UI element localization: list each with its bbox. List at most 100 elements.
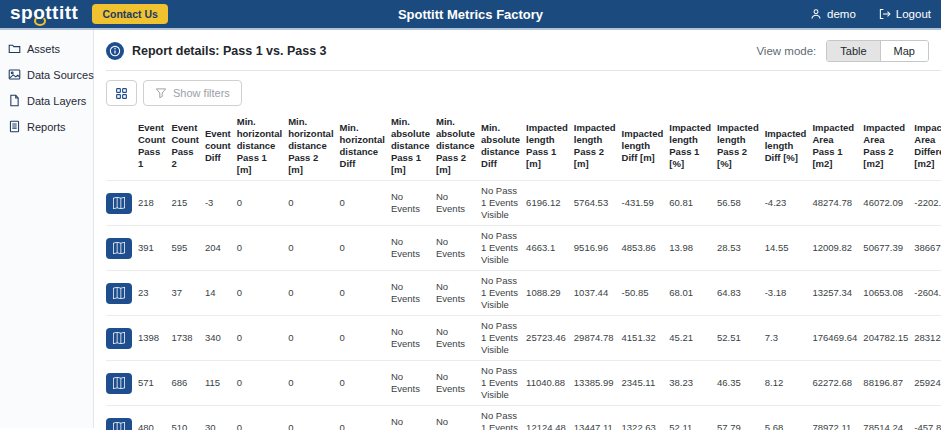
logout-icon bbox=[878, 8, 891, 20]
table-cell: 37 bbox=[171, 271, 204, 316]
table-cell: 0 bbox=[288, 406, 339, 430]
column-header: Impacted length Diff [%] bbox=[765, 112, 813, 181]
table-cell: No Events bbox=[391, 271, 436, 316]
open-map-button[interactable] bbox=[106, 238, 132, 259]
username-label: demo bbox=[827, 8, 856, 20]
table-cell: 0 bbox=[237, 226, 288, 271]
report-table: Event Count Pass 1Event Count Pass 2Even… bbox=[106, 112, 941, 430]
table-cell: 571 bbox=[138, 361, 171, 406]
table-cell: 11040.88 bbox=[526, 361, 574, 406]
table-cell: 6196.12 bbox=[526, 181, 574, 226]
map-cell bbox=[106, 361, 138, 406]
contact-us-button[interactable]: Contact Us bbox=[92, 4, 167, 24]
sidebar-item-data-sources[interactable]: Data Sources bbox=[8, 68, 85, 81]
column-header: Min. horizontal distance Pass 2 [m] bbox=[288, 112, 339, 181]
sidebar-item-reports[interactable]: Reports bbox=[8, 120, 85, 133]
table-cell: 28312.51 bbox=[914, 316, 941, 361]
table-cell: 0 bbox=[237, 271, 288, 316]
table-cell: 38667.57 bbox=[914, 226, 941, 271]
table-cell: 52.11 bbox=[669, 406, 717, 430]
table-cell: No Pass 1 Events Visible bbox=[481, 316, 526, 361]
view-mode-map-button[interactable]: Map bbox=[881, 41, 928, 61]
table-cell: 510 bbox=[171, 406, 204, 430]
table-cell: 391 bbox=[138, 226, 171, 271]
logout-button[interactable]: Logout bbox=[878, 8, 931, 20]
table-cell: No Pass 1 Events Visible bbox=[481, 271, 526, 316]
sidebar-item-data-layers[interactable]: Data Layers bbox=[8, 94, 85, 107]
user-menu[interactable]: demo bbox=[810, 8, 856, 20]
open-map-button[interactable] bbox=[106, 373, 132, 394]
table-cell: 62272.68 bbox=[812, 361, 863, 406]
sidebar-item-label: Assets bbox=[27, 43, 60, 55]
sidebar-item-label: Reports bbox=[27, 121, 66, 133]
folder-icon bbox=[8, 42, 21, 55]
table-cell: 2345.11 bbox=[622, 361, 670, 406]
table-cell: No Events bbox=[436, 271, 481, 316]
map-column-header bbox=[106, 112, 138, 181]
sidebar-item-label: Data Layers bbox=[27, 95, 86, 107]
table-row: 233714000No EventsNo EventsNo Pass 1 Eve… bbox=[106, 271, 941, 316]
table-cell: 64.83 bbox=[717, 271, 765, 316]
table-cell: No Pass 1 Events Visible bbox=[481, 361, 526, 406]
map-icon bbox=[112, 242, 126, 254]
column-header: Impacted length Pass 2 [m] bbox=[574, 112, 622, 181]
show-filters-button[interactable]: Show filters bbox=[143, 80, 242, 106]
open-map-button[interactable] bbox=[106, 193, 132, 214]
top-bar: spottitt Contact Us Spottitt Metrics Fac… bbox=[0, 0, 941, 30]
table-cell: -50.85 bbox=[622, 271, 670, 316]
map-icon bbox=[112, 197, 126, 209]
column-header: Min. absolute distance Diff bbox=[481, 112, 526, 181]
report-table-container: Event Count Pass 1Event Count Pass 2Even… bbox=[106, 112, 941, 430]
table-cell: 1738 bbox=[171, 316, 204, 361]
table-cell: 0 bbox=[237, 181, 288, 226]
table-cell: 56.58 bbox=[717, 181, 765, 226]
open-map-button[interactable] bbox=[106, 418, 132, 430]
spottitt-logo[interactable]: spottitt bbox=[10, 2, 78, 24]
table-cell: 9516.96 bbox=[574, 226, 622, 271]
funnel-icon bbox=[155, 87, 167, 99]
table-cell: 595 bbox=[171, 226, 204, 271]
table-cell: 5764.53 bbox=[574, 181, 622, 226]
table-cell: 23 bbox=[138, 271, 171, 316]
map-icon bbox=[112, 287, 126, 299]
column-settings-button[interactable] bbox=[106, 80, 137, 106]
column-header: Impacted length Pass 1 [m] bbox=[526, 112, 574, 181]
map-cell bbox=[106, 226, 138, 271]
view-mode-toggle: Table Map bbox=[826, 40, 929, 62]
file-icon bbox=[8, 94, 21, 107]
table-cell: No Events bbox=[391, 316, 436, 361]
table-cell: 8.12 bbox=[765, 361, 813, 406]
sidebar-item-assets[interactable]: Assets bbox=[8, 42, 85, 55]
table-cell: -457.87 bbox=[914, 406, 941, 430]
table-cell: 1037.44 bbox=[574, 271, 622, 316]
table-cell: -2202.69 bbox=[914, 181, 941, 226]
table-cell: 50677.39 bbox=[863, 226, 914, 271]
table-cell: 13385.99 bbox=[574, 361, 622, 406]
table-cell: No Events bbox=[391, 226, 436, 271]
table-cell: 218 bbox=[138, 181, 171, 226]
sidebar-item-label: Data Sources bbox=[27, 69, 94, 81]
table-cell: 0 bbox=[237, 361, 288, 406]
info-icon[interactable] bbox=[106, 42, 124, 60]
table-cell: 1322.63 bbox=[622, 406, 670, 430]
view-mode-table-button[interactable]: Table bbox=[827, 41, 880, 61]
table-row: 13981738340000No EventsNo EventsNo Pass … bbox=[106, 316, 941, 361]
file-text-icon bbox=[8, 120, 21, 133]
grid-icon bbox=[115, 87, 128, 100]
table-cell: 340 bbox=[205, 316, 237, 361]
table-cell: 13257.34 bbox=[812, 271, 863, 316]
column-header: Min. horizontal distance Pass 1 [m] bbox=[237, 112, 288, 181]
table-cell: 68.01 bbox=[669, 271, 717, 316]
table-cell: 10653.08 bbox=[863, 271, 914, 316]
open-map-button[interactable] bbox=[106, 328, 132, 349]
map-cell bbox=[106, 271, 138, 316]
column-header: Impacted Area Difference [m2] bbox=[914, 112, 941, 181]
table-cell: 0 bbox=[340, 181, 391, 226]
table-cell: 204782.15 bbox=[863, 316, 914, 361]
table-cell: 25924.19 bbox=[914, 361, 941, 406]
table-cell: 60.81 bbox=[669, 181, 717, 226]
table-cell: No Events bbox=[391, 406, 436, 430]
open-map-button[interactable] bbox=[106, 283, 132, 304]
table-cell: 0 bbox=[288, 316, 339, 361]
table-cell: 1398 bbox=[138, 316, 171, 361]
